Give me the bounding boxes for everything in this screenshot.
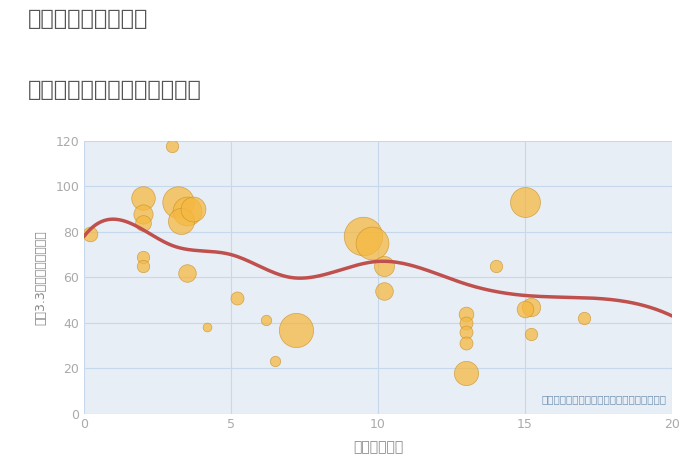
- Point: [578, 314, 589, 322]
- Point: [519, 306, 531, 313]
- Point: [187, 205, 198, 213]
- Point: [461, 339, 472, 347]
- Point: [176, 217, 187, 224]
- Y-axis label: 坪（3.3㎡）単価（万円）: 坪（3.3㎡）単価（万円）: [34, 230, 47, 325]
- Point: [137, 219, 148, 227]
- Point: [461, 319, 472, 327]
- Point: [525, 303, 536, 311]
- Point: [84, 230, 95, 238]
- Point: [358, 233, 369, 240]
- Point: [181, 269, 193, 276]
- Point: [378, 287, 389, 295]
- Point: [202, 323, 213, 331]
- Text: 駅距離別中古マンション価格: 駅距離別中古マンション価格: [28, 80, 202, 100]
- Point: [525, 330, 536, 338]
- X-axis label: 駅距離（分）: 駅距離（分）: [353, 440, 403, 454]
- Point: [367, 239, 378, 247]
- Point: [231, 294, 242, 302]
- Point: [290, 326, 301, 333]
- Point: [490, 262, 501, 270]
- Point: [172, 198, 183, 206]
- Point: [137, 253, 148, 260]
- Point: [167, 142, 178, 149]
- Point: [137, 262, 148, 270]
- Point: [461, 310, 472, 317]
- Point: [461, 369, 472, 376]
- Point: [181, 208, 193, 215]
- Text: 円の大きさは、取引のあった物件面積を示す: 円の大きさは、取引のあった物件面積を示す: [541, 394, 666, 405]
- Text: 三重県桑名市小泉の: 三重県桑名市小泉の: [28, 9, 148, 30]
- Point: [137, 194, 148, 202]
- Point: [270, 358, 281, 365]
- Point: [260, 317, 272, 324]
- Point: [461, 328, 472, 336]
- Point: [519, 198, 531, 206]
- Point: [137, 210, 148, 218]
- Point: [378, 262, 389, 270]
